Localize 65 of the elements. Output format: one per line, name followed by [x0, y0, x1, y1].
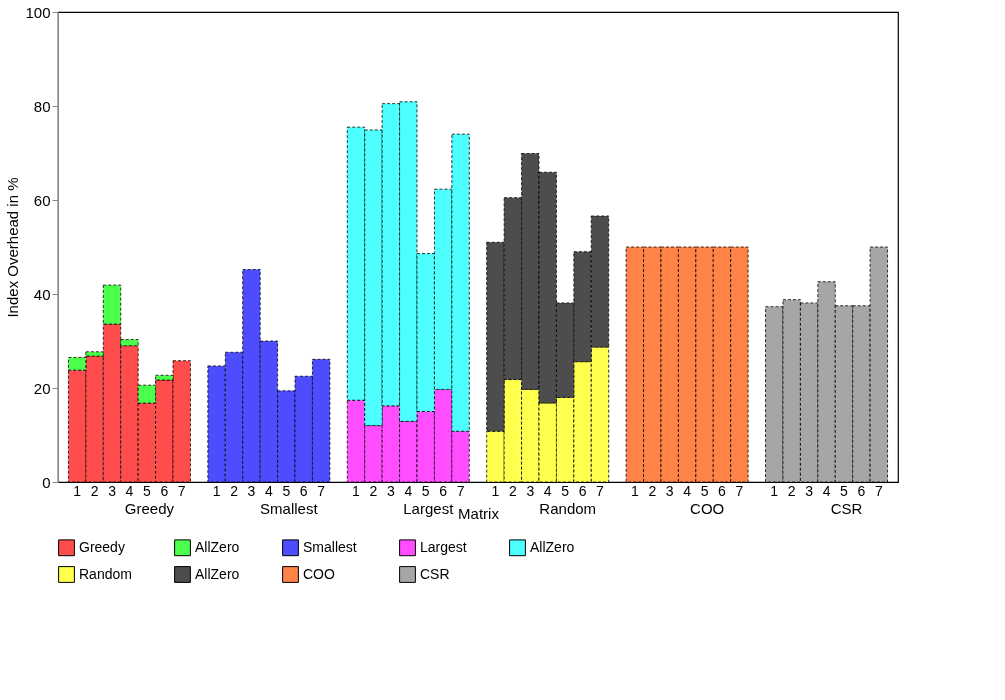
- y-tick-label: 0: [42, 473, 51, 491]
- legend-label: CSR: [420, 565, 450, 582]
- x-axis-title: Matrix: [458, 504, 500, 522]
- x-tick-label: 7: [317, 482, 326, 499]
- x-tick-label: 2: [648, 482, 657, 499]
- y-tick-label: 60: [33, 191, 51, 209]
- x-tick-label: 4: [125, 482, 134, 499]
- x-tick-label: 2: [230, 482, 239, 499]
- x-tick-label: 2: [369, 482, 378, 499]
- legend-label: Random: [79, 565, 132, 582]
- y-axis-title: Index Overhead in %: [4, 177, 22, 318]
- x-tick-label: 5: [700, 482, 709, 499]
- x-tick-label: 6: [857, 482, 866, 499]
- text: Largest: [403, 500, 455, 517]
- x-tick-label: 4: [404, 482, 413, 499]
- x-tick-label: 4: [822, 482, 831, 499]
- text: CSR: [830, 500, 863, 517]
- x-tick-label: 1: [491, 482, 500, 499]
- y-tick-label: 40: [33, 285, 51, 303]
- x-tick-label: 2: [90, 482, 99, 499]
- x-tick-label: 6: [299, 482, 308, 499]
- x-tick-label: 1: [630, 482, 639, 499]
- legend-label: AllZero: [195, 538, 240, 555]
- x-tick-label: 7: [874, 482, 883, 499]
- text: Smallest: [260, 500, 319, 517]
- x-tick-label: 5: [142, 482, 151, 499]
- x-tick-label: 1: [352, 482, 361, 499]
- text: COO: [690, 500, 725, 517]
- x-tick-label: 7: [735, 482, 744, 499]
- legend-label: Smallest: [303, 538, 357, 555]
- x-tick-label: 5: [840, 482, 849, 499]
- y-tick-label: 80: [33, 97, 51, 115]
- x-tick-label: 6: [160, 482, 169, 499]
- x-tick-label: 7: [596, 482, 605, 499]
- text: Random: [539, 500, 597, 517]
- x-tick-label: 5: [282, 482, 291, 499]
- legend-label: COO: [303, 565, 335, 582]
- x-tick-label: 6: [578, 482, 587, 499]
- legend-label: Greedy: [79, 538, 125, 555]
- x-tick-label: 3: [526, 482, 535, 499]
- x-tick-label: 3: [665, 482, 674, 499]
- x-tick-label: 1: [73, 482, 82, 499]
- x-tick-label: 1: [212, 482, 221, 499]
- y-tick-label: 20: [33, 379, 51, 397]
- x-tick-label: 6: [439, 482, 448, 499]
- x-tick-label: 1: [770, 482, 779, 499]
- x-tick-label: 6: [718, 482, 727, 499]
- x-tick-label: 7: [177, 482, 186, 499]
- legend-label: AllZero: [195, 565, 240, 582]
- y-tick-label: 100: [25, 3, 51, 21]
- x-tick-label: 4: [264, 482, 273, 499]
- x-tick-label: 4: [543, 482, 552, 499]
- x-tick-label: 2: [508, 482, 517, 499]
- x-tick-label: 3: [108, 482, 117, 499]
- x-tick-label: 5: [421, 482, 430, 499]
- x-tick-label: 3: [247, 482, 256, 499]
- x-tick-label: 3: [805, 482, 814, 499]
- x-tick-label: 7: [456, 482, 465, 499]
- x-tick-label: 3: [386, 482, 395, 499]
- legend-label: AllZero: [530, 538, 575, 555]
- text: Greedy: [124, 500, 175, 517]
- x-tick-label: 2: [787, 482, 796, 499]
- x-tick-label: 5: [561, 482, 570, 499]
- x-tick-label: 4: [683, 482, 692, 499]
- legend-label: Largest: [420, 538, 467, 555]
